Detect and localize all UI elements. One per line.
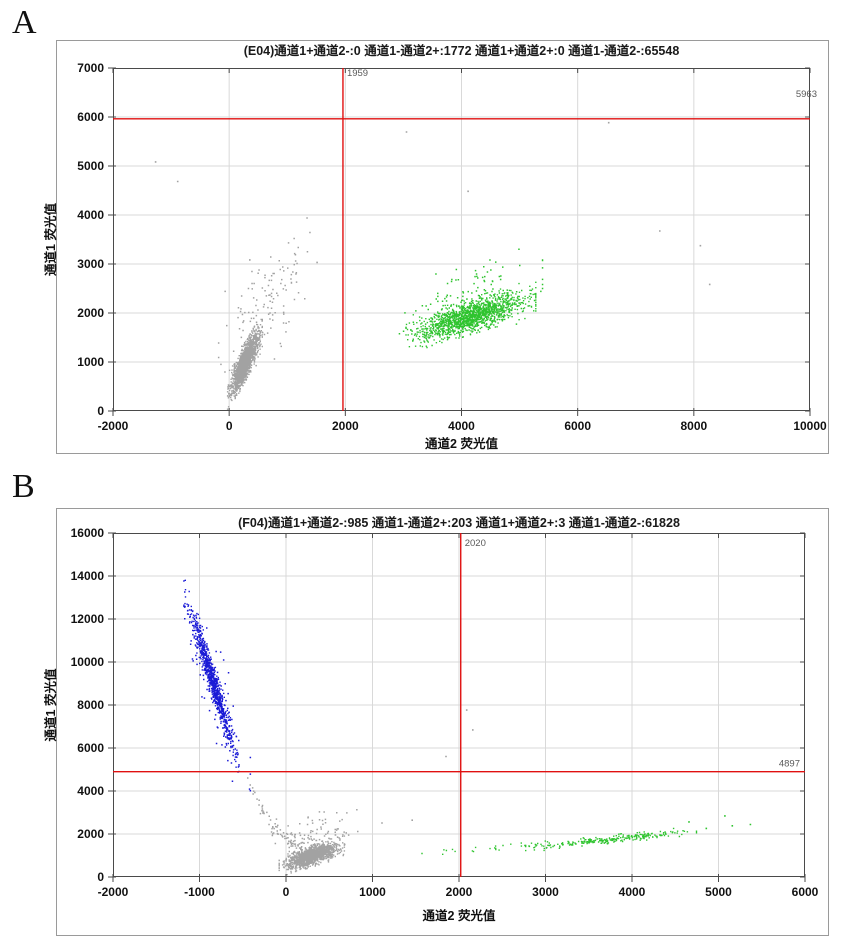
cluster-blue [184,591,252,792]
scatter-chart-f04: (F04)通道1+通道2-:985 通道1-通道2+:203 通道1+通道2+:… [43,508,829,936]
x-tick-label: 8000 [680,419,707,433]
panel-label-b: B [12,468,35,505]
x-tick-label: 3000 [532,885,559,899]
y-tick-label: 12000 [71,612,105,626]
gridlines [113,68,810,411]
cluster-green [405,281,537,349]
x-tick-label: -2000 [98,419,129,433]
gridlines [113,533,805,877]
threshold-y-value: 5963 [796,89,817,100]
x-tick-label: 0 [283,885,290,899]
panel-label-a: A [12,4,37,41]
cluster-green [525,827,698,852]
y-tick-label: 5000 [77,159,104,173]
threshold-y-value: 4897 [779,759,800,770]
axis-ticks [108,532,806,882]
x-tick-label: -1000 [184,885,215,899]
y-tick-label: 7000 [77,61,104,75]
x-tick-label: 4000 [448,419,475,433]
x-tick-label: 6000 [792,885,819,899]
scatter-points [183,579,752,876]
x-axis-label: 通道2 荧光值 [425,436,498,451]
y-tick-label: 4000 [77,208,104,222]
x-axis-label: 通道2 荧光值 [423,908,496,923]
x-tick-label: 2000 [446,885,473,899]
y-tick-label: 14000 [71,569,105,583]
y-tick-label: 4000 [77,784,104,798]
cluster-gray [217,217,311,378]
y-tick-label: 0 [97,404,104,418]
chart-title: (F04)通道1+通道2-:985 通道1-通道2+:203 通道1+通道2+:… [238,515,680,530]
x-tick-label: -2000 [98,885,129,899]
x-tick-label: 4000 [619,885,646,899]
x-tick-label: 6000 [564,419,591,433]
axis-ticks [108,67,811,416]
y-tick-label: 2000 [77,827,104,841]
y-tick-label: 1000 [77,355,104,369]
cluster-gray [226,318,263,410]
scatter-points [154,121,711,410]
x-tick-label: 2000 [332,419,359,433]
threshold-x-value: 2020 [465,538,486,549]
cluster-gray [278,834,346,876]
y-tick-label: 16000 [71,526,105,540]
x-tick-label: 1000 [359,885,386,899]
y-tick-label: 3000 [77,257,104,271]
y-axis-label: 通道1 荧光值 [43,203,58,276]
y-tick-label: 0 [97,870,104,884]
x-tick-label: 5000 [705,885,732,899]
y-tick-label: 8000 [77,698,104,712]
cluster-gray [247,777,297,847]
y-tick-label: 6000 [77,741,104,755]
threshold-x-value: 1959 [347,68,368,79]
x-tick-label: 10000 [793,419,827,433]
y-tick-label: 2000 [77,306,104,320]
y-tick-label: 6000 [77,110,104,124]
y-axis-label: 通道1 荧光值 [43,668,58,741]
figure-border [56,40,829,454]
x-tick-label: 0 [226,419,233,433]
y-tick-label: 10000 [71,655,105,669]
figure-border [56,508,829,936]
scatter-chart-e04: (E04)通道1+通道2-:0 通道1-通道2+:1772 通道1+通道2+:0… [43,40,829,454]
chart-title: (E04)通道1+通道2-:0 通道1-通道2+:1772 通道1+通道2+:0… [244,43,680,58]
